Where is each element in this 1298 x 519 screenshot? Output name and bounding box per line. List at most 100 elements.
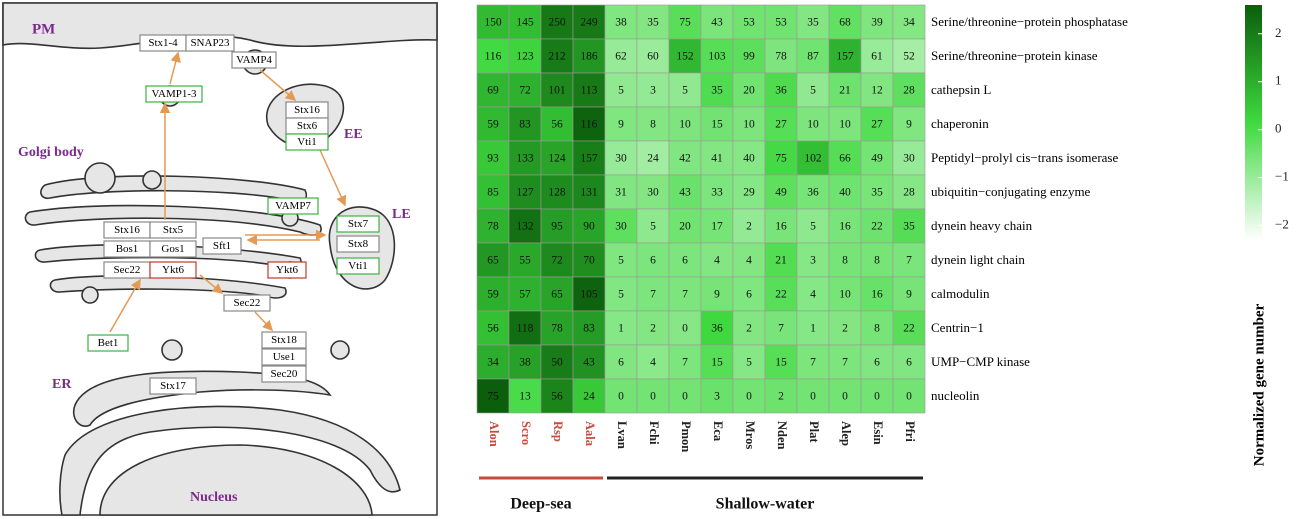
- snare-label: Ykt6: [162, 264, 185, 276]
- organelle-label: EE: [344, 127, 363, 142]
- heatmap-cell: [540, 378, 574, 414]
- snare-box: [336, 235, 380, 253]
- cell-value: 90: [583, 221, 595, 233]
- cell-value: 27: [871, 119, 883, 131]
- cell-value: 34: [487, 357, 499, 369]
- cell-value: 72: [519, 85, 531, 97]
- row-label: Peptidyl−prolyl cis−trans isomerase: [931, 150, 1118, 165]
- cell-value: 15: [711, 357, 723, 369]
- nucleus: [99, 444, 373, 516]
- cell-value: 22: [871, 221, 883, 233]
- heatmap-cell: [892, 378, 926, 414]
- heatmap-cell: [732, 38, 766, 74]
- cell-value: 53: [775, 17, 787, 29]
- heatmap-cell: [572, 310, 606, 346]
- column-label: Pfri: [903, 421, 917, 442]
- cell-value: 93: [487, 153, 499, 165]
- snare-label: Sec22: [234, 297, 261, 309]
- heatmap-cell: [732, 310, 766, 346]
- heatmap-cell: [668, 38, 702, 74]
- cell-value: 10: [679, 119, 691, 131]
- cell-value: 61: [871, 51, 883, 63]
- snare-label: Stx16: [294, 104, 320, 116]
- heatmap-cell: [604, 242, 638, 278]
- cell-value: 2: [746, 323, 752, 335]
- cell-value: 8: [874, 255, 880, 267]
- cell-value: 1: [618, 323, 624, 335]
- colorbar-tick-label: 1: [1275, 73, 1282, 88]
- cell-value: 6: [618, 357, 624, 369]
- cell-value: 31: [615, 187, 627, 199]
- vesicle: [330, 340, 350, 360]
- cell-value: 72: [551, 255, 563, 267]
- heatmap-cell: [828, 208, 862, 244]
- cell-value: 7: [842, 357, 848, 369]
- cell-value: 17: [711, 221, 723, 233]
- heatmap-cell: [700, 208, 734, 244]
- heatmap-cell: [604, 344, 638, 380]
- snare-label: Vti1: [297, 136, 317, 148]
- row-label: calmodulin: [931, 286, 990, 301]
- column-label: Aala: [583, 421, 597, 447]
- snare-label: Ykt6: [276, 264, 299, 276]
- arrow: [259, 69, 297, 101]
- snare-box: [223, 294, 271, 312]
- cell-value: 3: [650, 85, 656, 97]
- heatmap-cell: [764, 344, 798, 380]
- heatmap-cell: [636, 310, 670, 346]
- heatmap-cell: [860, 4, 894, 40]
- cell-value: 78: [775, 51, 787, 63]
- column-label: Rsp: [551, 421, 565, 442]
- cell-value: 7: [682, 289, 688, 301]
- cell-value: 0: [906, 391, 912, 403]
- heatmap-cell: [668, 4, 702, 40]
- cell-value: 78: [551, 323, 563, 335]
- cell-value: 2: [778, 391, 784, 403]
- heatmap-cell: [668, 208, 702, 244]
- cell-value: 9: [906, 289, 912, 301]
- snare-box: [261, 331, 307, 349]
- colorbar-tick-label: 0: [1275, 121, 1282, 136]
- arrow: [109, 278, 141, 333]
- heatmap-cell: [732, 208, 766, 244]
- cell-value: 30: [647, 187, 659, 199]
- snare-box: [336, 215, 380, 233]
- heatmap-cell: [860, 140, 894, 176]
- heatmap-cell: [668, 140, 702, 176]
- group-label: Shallow-water: [716, 496, 815, 513]
- snare-label: Bos1: [116, 243, 139, 255]
- cell-value: 59: [487, 119, 499, 131]
- heatmap-cell: [636, 174, 670, 210]
- cell-value: 8: [842, 255, 848, 267]
- heatmap-cell: [540, 242, 574, 278]
- cell-value: 0: [650, 391, 656, 403]
- cell-value: 15: [711, 119, 723, 131]
- cell-value: 5: [618, 255, 624, 267]
- cell-value: 33: [711, 187, 723, 199]
- column-label: Plat: [807, 421, 821, 443]
- snare-label: VAMP1-3: [151, 88, 197, 100]
- cell-value: 5: [650, 221, 656, 233]
- cell-value: 7: [682, 357, 688, 369]
- snare-box: [261, 348, 307, 366]
- row-label: Centrin−1: [931, 320, 984, 335]
- endoplasmic-reticulum: [72, 370, 332, 427]
- heatmap-cell: [764, 310, 798, 346]
- heatmap-cell: [508, 378, 542, 414]
- cell-value: 75: [487, 391, 499, 403]
- cell-value: 105: [580, 289, 598, 301]
- cell-value: 3: [714, 391, 720, 403]
- cell-value: 75: [775, 153, 787, 165]
- cell-value: 56: [551, 119, 563, 131]
- heatmap-cell: [604, 106, 638, 142]
- heatmap-cell: [764, 378, 798, 414]
- cell-value: 6: [682, 255, 688, 267]
- cell-value: 150: [484, 17, 502, 29]
- cell-value: 249: [580, 17, 598, 29]
- heatmap-cell: [572, 106, 606, 142]
- cell-value: 0: [682, 391, 688, 403]
- snare-label: Stx1-4: [148, 37, 178, 49]
- cell-value: 4: [714, 255, 720, 267]
- heatmap-cell: [540, 38, 574, 74]
- cell-value: 69: [487, 85, 499, 97]
